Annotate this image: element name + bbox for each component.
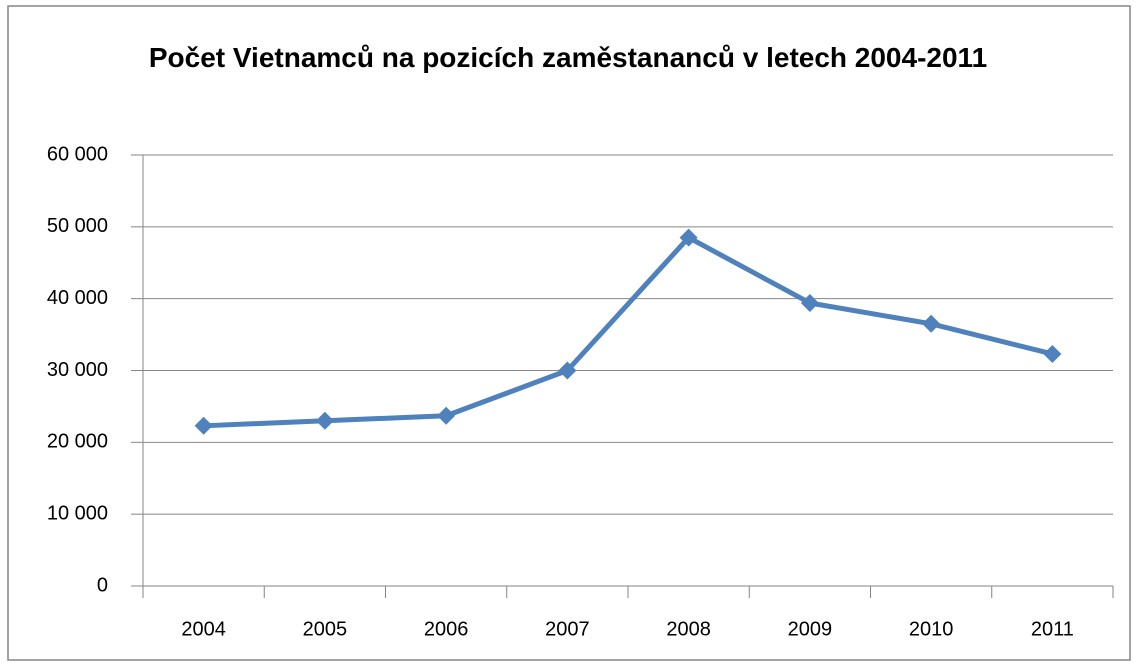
x-tick-label: 2011 bbox=[1031, 618, 1074, 640]
chart-border bbox=[7, 5, 1131, 661]
y-tick-label: 60 000 bbox=[47, 143, 108, 165]
y-tick-label: 50 000 bbox=[47, 215, 108, 237]
y-tick-label: 20 000 bbox=[47, 431, 108, 453]
data-point bbox=[679, 228, 698, 247]
data-point bbox=[315, 411, 334, 430]
x-tick-label: 2005 bbox=[303, 618, 348, 640]
data-point bbox=[1043, 344, 1062, 363]
x-tick-label: 2008 bbox=[666, 618, 711, 640]
data-point bbox=[922, 314, 941, 333]
y-tick-label: 30 000 bbox=[47, 359, 108, 381]
y-tick-label: 40 000 bbox=[47, 287, 108, 309]
data-point bbox=[800, 293, 819, 312]
series-line bbox=[203, 235, 1053, 429]
y-tick-label: 0 bbox=[97, 574, 108, 596]
x-tick-label: 2010 bbox=[909, 618, 954, 640]
x-tick-label: 2006 bbox=[424, 618, 469, 640]
x-tick-label: 2009 bbox=[788, 618, 833, 640]
data-point bbox=[437, 406, 456, 425]
x-tick-label: 2004 bbox=[181, 618, 226, 640]
data-point bbox=[194, 416, 213, 435]
y-tick-label: 10 000 bbox=[47, 502, 108, 524]
chart-title: Počet Vietnamců na pozicích zaměstananců… bbox=[148, 42, 988, 73]
data-point bbox=[558, 361, 577, 380]
x-tick-label: 2007 bbox=[545, 618, 590, 640]
